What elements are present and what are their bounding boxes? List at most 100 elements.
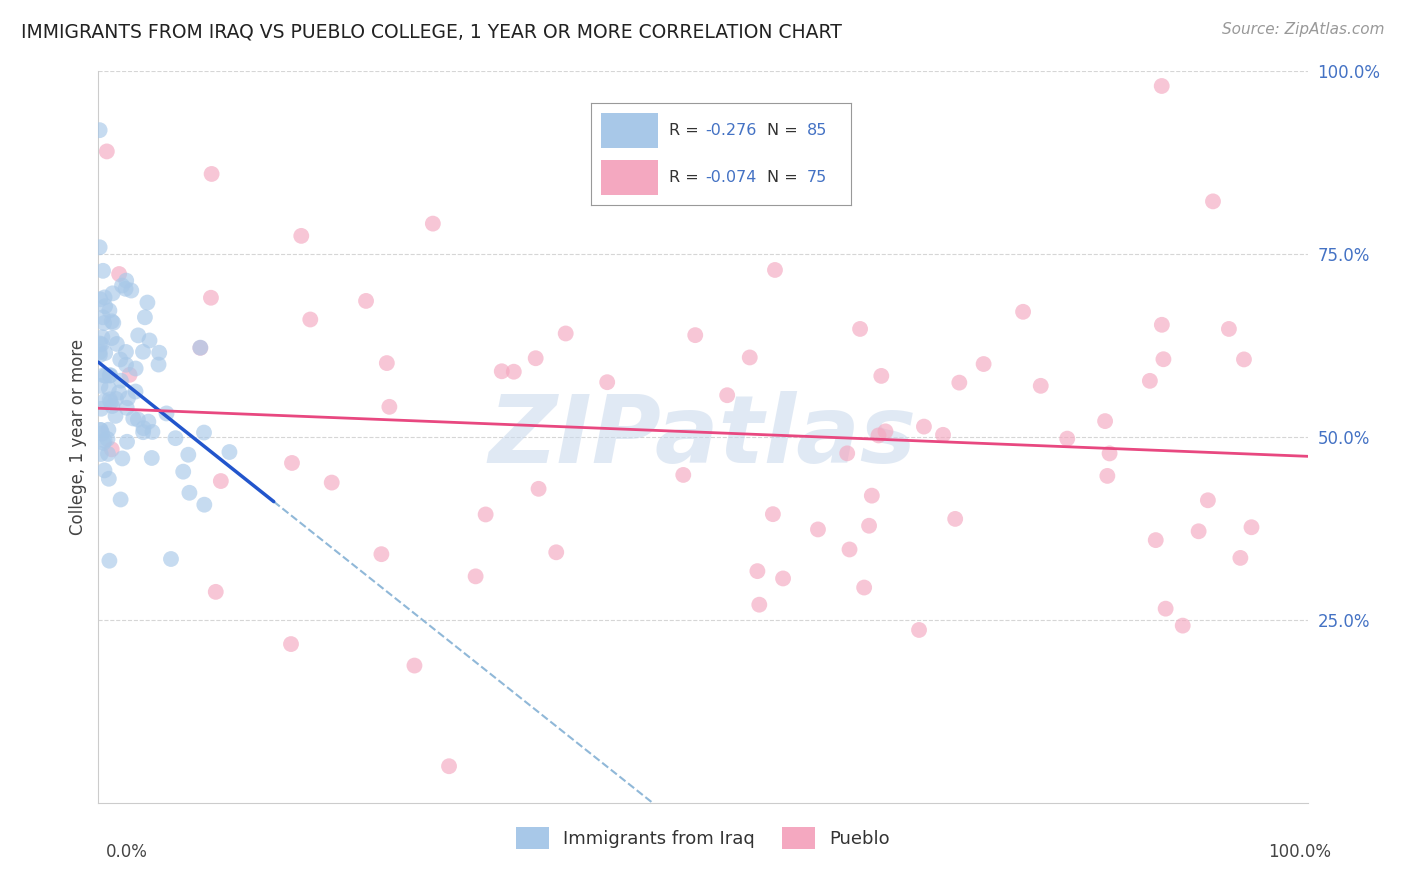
- Point: [155, 406, 177, 420]
- Text: R =: R =: [669, 170, 703, 185]
- Point: [101, 286, 124, 301]
- Point: [114, 282, 136, 296]
- Point: [98, 554, 121, 568]
- Point: [354, 293, 377, 308]
- Point: [218, 445, 240, 459]
- Point: [105, 337, 128, 351]
- Point: [110, 374, 132, 388]
- Point: [1202, 194, 1225, 209]
- Point: [97, 472, 120, 486]
- Point: [111, 278, 134, 293]
- Point: [932, 427, 955, 442]
- Point: [527, 482, 550, 496]
- Point: [96, 145, 118, 159]
- Point: [94, 368, 117, 383]
- Point: [165, 431, 187, 445]
- Text: -0.074: -0.074: [704, 170, 756, 185]
- Point: [299, 312, 322, 326]
- Point: [875, 425, 897, 439]
- Point: [138, 415, 160, 429]
- Point: [1012, 305, 1035, 319]
- Point: [103, 316, 125, 330]
- Point: [96, 432, 118, 446]
- Point: [738, 351, 761, 365]
- Point: [807, 523, 830, 537]
- Point: [100, 314, 122, 328]
- Point: [90, 447, 112, 461]
- Point: [290, 228, 312, 243]
- Point: [404, 658, 426, 673]
- Point: [98, 368, 121, 383]
- Point: [90, 337, 112, 351]
- Point: [201, 167, 224, 181]
- Point: [97, 423, 120, 437]
- Text: -0.276: -0.276: [704, 123, 756, 137]
- Point: [849, 322, 872, 336]
- Point: [122, 411, 145, 425]
- Point: [89, 240, 111, 254]
- Point: [160, 552, 183, 566]
- Point: [93, 434, 115, 448]
- Text: 100.0%: 100.0%: [1268, 843, 1331, 861]
- Point: [370, 547, 392, 561]
- Text: R =: R =: [669, 123, 703, 137]
- Point: [115, 401, 138, 415]
- Point: [141, 450, 163, 465]
- Point: [193, 498, 215, 512]
- Point: [1188, 524, 1211, 539]
- Point: [91, 310, 114, 325]
- Point: [118, 368, 141, 382]
- Point: [546, 545, 568, 559]
- Point: [98, 303, 121, 318]
- Point: [200, 291, 222, 305]
- Text: 0.0%: 0.0%: [105, 843, 148, 861]
- Point: [281, 456, 304, 470]
- Point: [132, 344, 155, 359]
- Point: [491, 364, 513, 378]
- Point: [672, 467, 695, 482]
- Point: [422, 217, 444, 231]
- Point: [97, 447, 120, 461]
- Point: [1056, 432, 1078, 446]
- Text: 75: 75: [807, 170, 827, 185]
- Point: [134, 310, 156, 325]
- Point: [104, 409, 127, 423]
- Point: [89, 336, 111, 351]
- Point: [321, 475, 343, 490]
- Point: [437, 759, 460, 773]
- Point: [104, 392, 127, 406]
- Point: [1097, 469, 1119, 483]
- Point: [683, 328, 706, 343]
- Point: [280, 637, 302, 651]
- Point: [1218, 322, 1240, 336]
- Point: [89, 345, 111, 359]
- Point: [860, 489, 883, 503]
- Point: [148, 345, 170, 359]
- Point: [1144, 533, 1167, 548]
- Point: [93, 316, 115, 330]
- Point: [89, 293, 111, 307]
- Point: [94, 393, 117, 408]
- Point: [1150, 78, 1173, 93]
- Point: [1139, 374, 1161, 388]
- Point: [132, 421, 155, 435]
- Point: [838, 542, 860, 557]
- Text: N =: N =: [768, 123, 803, 137]
- Y-axis label: College, 1 year or more: College, 1 year or more: [69, 339, 87, 535]
- Point: [93, 290, 115, 304]
- Point: [474, 508, 496, 522]
- Point: [204, 585, 226, 599]
- Point: [948, 376, 970, 390]
- Point: [132, 425, 155, 440]
- Point: [94, 299, 117, 313]
- Point: [115, 274, 138, 288]
- Point: [179, 485, 201, 500]
- Text: Source: ZipAtlas.com: Source: ZipAtlas.com: [1222, 22, 1385, 37]
- Point: [108, 267, 131, 281]
- Text: N =: N =: [768, 170, 803, 185]
- Bar: [600, 160, 658, 194]
- Bar: [600, 112, 658, 148]
- Point: [1229, 550, 1251, 565]
- Point: [1152, 352, 1174, 367]
- Point: [91, 264, 114, 278]
